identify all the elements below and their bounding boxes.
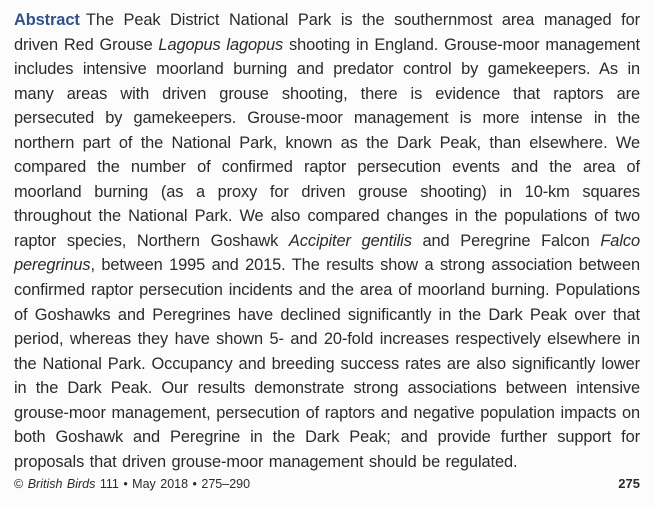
- abstract-text: The Peak District National Park is the s…: [14, 11, 641, 471]
- page-footer: © British Birds 111 • May 2018 • 275–290…: [14, 476, 640, 491]
- footer-citation: © British Birds 111 • May 2018 • 275–290: [14, 477, 251, 491]
- page-number: 275: [618, 476, 640, 491]
- abstract-label: Abstract: [14, 11, 80, 29]
- abstract-paragraph: Abstract The Peak District National Park …: [14, 8, 640, 474]
